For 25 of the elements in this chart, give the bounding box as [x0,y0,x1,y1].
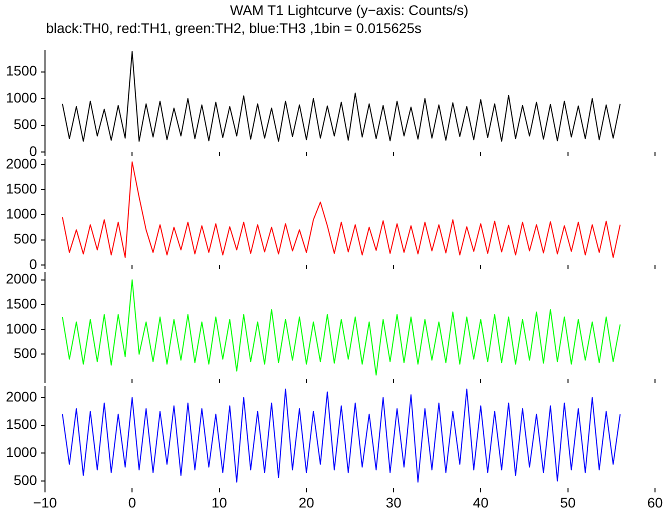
y-tick-label: 500 [14,230,38,247]
x-tick-label: 0 [128,494,136,510]
x-tick-label: 40 [472,494,489,510]
x-tick-label: 20 [298,494,314,510]
y-tick-label: 1000 [6,89,38,106]
x-tick-label: 10 [211,494,228,510]
x-tick-label: −10 [33,494,58,510]
chart-title: WAM T1 Lightcurve (y−axis: Counts/s) [230,2,468,18]
chart-subtitle: black:TH0, red:TH1, green:TH2, blue:TH3 ,1bin = 0.015625s [46,20,422,36]
y-tick-label: 500 [14,472,38,488]
y-tick-label: 1500 [6,62,38,79]
y-tick-label: 1000 [6,206,38,222]
x-tick-label: 30 [386,494,402,510]
y-tick-label: 500 [14,116,38,132]
y-tick-label: 1000 [6,444,38,460]
y-tick-label: 2000 [6,388,38,404]
x-tick-label: 50 [560,494,576,510]
y-tick-label: 1500 [6,180,38,196]
y-tick-label: 1500 [6,295,38,312]
x-tick-label: 60 [647,494,663,510]
y-tick-label: 2000 [6,270,38,287]
y-tick-label: 1500 [6,416,38,432]
y-tick-label: 500 [14,345,38,362]
y-tick-label: 1000 [6,320,38,336]
y-tick-label: 0 [29,256,38,272]
